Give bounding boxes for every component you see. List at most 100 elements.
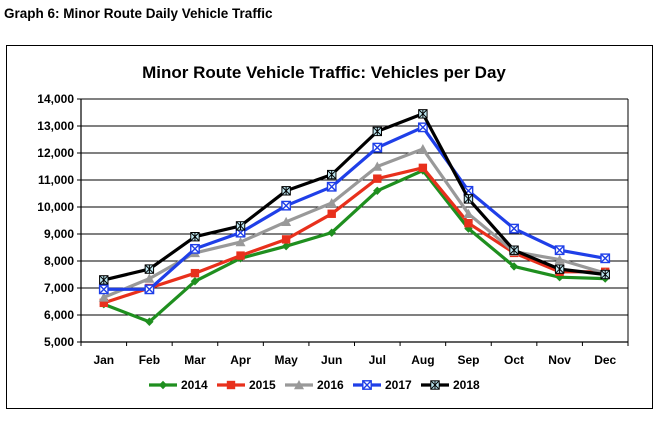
- data-point-2017-oct: [509, 223, 519, 234]
- data-point-2017-jul: [372, 142, 383, 153]
- data-point-2017-feb: [144, 284, 155, 295]
- chart-frame: Minor Route Vehicle Traffic: Vehicles pe…: [6, 45, 653, 409]
- data-point-2016-apr: [235, 237, 246, 247]
- marker-cross: [190, 232, 200, 242]
- legend-swatch-marker: [430, 380, 440, 390]
- marker-cross: [281, 186, 291, 196]
- chart-title: Minor Route Vehicle Traffic: Vehicles pe…: [142, 63, 506, 82]
- legend-swatch-marker: [226, 380, 236, 390]
- marker-cross: [99, 284, 109, 295]
- y-tick-label: 13,000: [37, 119, 74, 133]
- x-tick-label-aug: Aug: [411, 353, 434, 367]
- data-point-2014-jul: [373, 186, 382, 195]
- marker-cross: [418, 109, 428, 119]
- data-point-2017-dec: [600, 253, 611, 264]
- legend-label-2016: 2016: [317, 378, 344, 392]
- x-tick-label-dec: Dec: [594, 353, 616, 367]
- series-line-2017: [103, 125, 606, 291]
- data-point-2018-aug: [418, 109, 428, 119]
- data-point-2017-may: [281, 200, 292, 211]
- x-tick-label-jun: Jun: [321, 353, 342, 367]
- data-point-2017-jan: [98, 284, 109, 295]
- data-point-2016-jan: [98, 292, 109, 302]
- marker-cross: [144, 264, 154, 274]
- legend-label-2017: 2017: [385, 378, 412, 392]
- x-tick-label-jan: Jan: [93, 353, 114, 367]
- data-point-2018-jul: [372, 126, 382, 137]
- marker-cross: [327, 182, 337, 192]
- legend-label-2018: 2018: [453, 378, 480, 392]
- marker-cross: [430, 380, 440, 390]
- y-tick-label: 7,000: [44, 281, 74, 295]
- data-point-2018-feb: [144, 264, 155, 274]
- x-tick-label-apr: Apr: [230, 353, 251, 367]
- x-tick-label-may: May: [274, 353, 298, 367]
- marker-cross: [463, 194, 474, 204]
- data-point-2017-jun: [326, 181, 337, 192]
- data-point-2014-oct: [509, 262, 519, 271]
- data-point-2018-dec: [600, 269, 610, 280]
- data-point-2018-may: [281, 186, 291, 196]
- marker-cross: [600, 269, 610, 280]
- data-point-2015-apr: [236, 251, 245, 260]
- x-tick-label-oct: Oct: [504, 353, 524, 367]
- y-tick-label: 9,000: [44, 227, 74, 241]
- y-tick-label: 6,000: [44, 308, 74, 322]
- data-point-2016-jul: [372, 161, 383, 171]
- page-caption: Graph 6: Minor Route Daily Vehicle Traff…: [4, 6, 273, 21]
- marker-cross: [281, 200, 291, 211]
- marker-cross: [327, 170, 337, 180]
- data-point-2016-jun: [326, 197, 337, 208]
- data-point-2016-aug: [417, 143, 428, 154]
- marker-cross: [144, 284, 155, 295]
- data-point-2018-jun: [327, 169, 337, 180]
- x-tick-label-nov: Nov: [548, 353, 571, 367]
- chart: Minor Route Vehicle Traffic: Vehicles pe…: [37, 63, 629, 392]
- series-line-2018: [103, 112, 606, 282]
- series-line-2016: [103, 147, 606, 299]
- data-point-2018-mar: [190, 232, 200, 242]
- marker-cross: [509, 245, 519, 255]
- series-2017: [98, 122, 611, 295]
- marker-cross: [372, 142, 382, 153]
- y-tick-label: 14,000: [37, 92, 74, 106]
- marker-cross: [362, 380, 372, 390]
- y-tick-label: 11,000: [38, 173, 74, 187]
- data-point-2017-mar: [190, 243, 200, 254]
- data-point-2017-nov: [554, 245, 565, 256]
- data-point-2018-sep: [463, 194, 474, 204]
- data-point-2018-oct: [509, 245, 519, 255]
- y-tick-label: 5,000: [44, 335, 74, 349]
- legend-item-2014: 2014: [149, 378, 208, 392]
- data-point-2018-nov: [554, 264, 565, 274]
- legend-item-2018: 2018: [421, 378, 480, 392]
- series-line-2014: [103, 168, 606, 324]
- legend-label-2014: 2014: [181, 378, 208, 392]
- x-tick-label-sep: Sep: [457, 353, 479, 367]
- data-point-2016-nov: [554, 254, 565, 264]
- y-tick-label: 12,000: [37, 146, 74, 160]
- data-point-2016-sep: [463, 208, 474, 218]
- data-point-2016-may: [281, 216, 292, 227]
- legend-swatch-marker: [158, 380, 168, 390]
- marker-cross: [509, 223, 519, 234]
- data-point-2015-jun: [327, 209, 336, 218]
- marker-cross: [99, 275, 109, 285]
- data-point-2014-may: [281, 241, 291, 251]
- y-tick-label: 8,000: [44, 254, 74, 268]
- legend-swatch-marker: [362, 380, 372, 390]
- data-point-2016-feb: [144, 273, 155, 283]
- legend-item-2016: 2016: [285, 378, 344, 392]
- data-point-2015-jul: [373, 174, 382, 183]
- data-point-2018-apr: [235, 221, 246, 231]
- data-point-2015-may: [281, 235, 291, 244]
- data-point-2015-aug: [418, 163, 428, 173]
- marker-cross: [418, 122, 428, 133]
- data-point-2015-sep: [464, 219, 473, 228]
- x-tick-label-mar: Mar: [184, 353, 206, 367]
- data-point-2017-aug: [417, 122, 428, 133]
- legend-swatch-marker: [294, 380, 304, 390]
- data-point-2014-feb: [145, 317, 154, 326]
- y-tick-label: 10,000: [37, 200, 74, 214]
- data-point-2018-jan: [99, 275, 109, 285]
